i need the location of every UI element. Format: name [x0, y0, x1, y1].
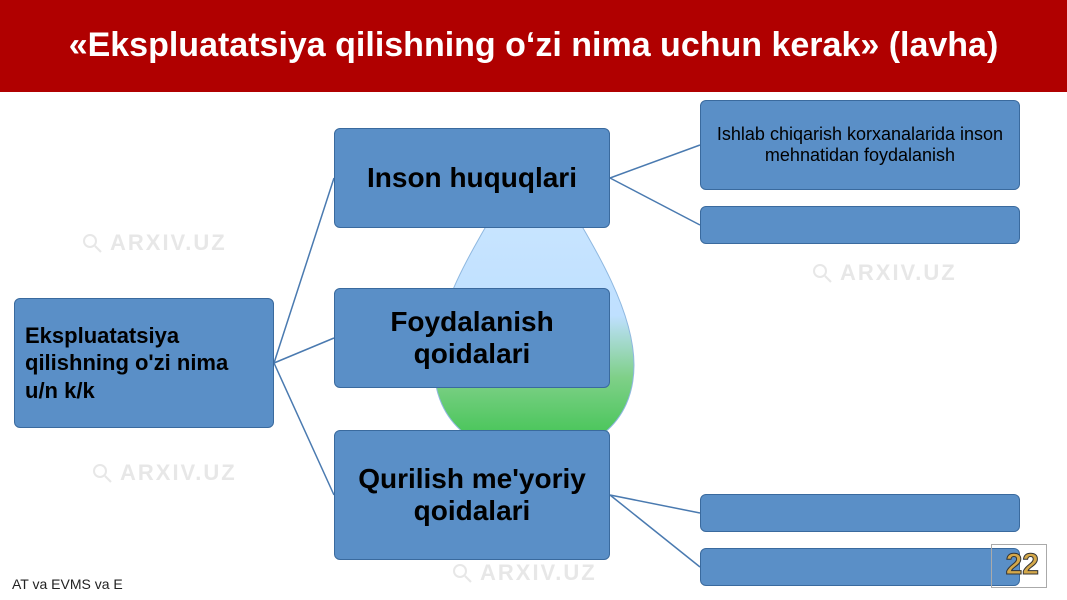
tree-node-label: Foydalanish qoidalari — [345, 306, 599, 370]
tree-node-label: Inson huquqlari — [367, 162, 577, 194]
tree-node-leaf-0: Ishlab chiqarish korxanalarida inson meh… — [700, 100, 1020, 190]
connector-line — [610, 145, 700, 178]
tree-node-label: Ishlab chiqarish korxanalarida inson meh… — [711, 124, 1009, 166]
tree-node-leaf-2 — [700, 494, 1020, 532]
tree-node-label: Qurilish me'yoriy qoidalari — [345, 463, 599, 527]
page-number: 22 — [1006, 548, 1039, 582]
tree-node-quril: Qurilish me'yoriy qoidalari — [334, 430, 610, 560]
connector-line — [274, 338, 334, 363]
footer-text: AT va EVMS va E — [12, 577, 123, 592]
connector-line — [610, 495, 700, 567]
tree-node-inson: Inson huquqlari — [334, 128, 610, 228]
title-text: «Ekspluatatsiya qilishning oʻzi nima uch… — [39, 26, 1029, 65]
connector-line — [610, 178, 700, 225]
connector-line — [274, 363, 334, 495]
title-header: «Ekspluatatsiya qilishning oʻzi nima uch… — [0, 0, 1067, 92]
tree-node-root: Ekspluatatsiya qilishning o'zi nima u/n … — [14, 298, 274, 428]
connector-line — [274, 178, 334, 363]
tree-node-leaf-3 — [700, 548, 1020, 586]
tree-node-foyda: Foydalanish qoidalari — [334, 288, 610, 388]
tree-node-label: Ekspluatatsiya qilishning o'zi nima u/n … — [25, 322, 263, 405]
tree-node-leaf-1 — [700, 206, 1020, 244]
connector-line — [610, 495, 700, 513]
